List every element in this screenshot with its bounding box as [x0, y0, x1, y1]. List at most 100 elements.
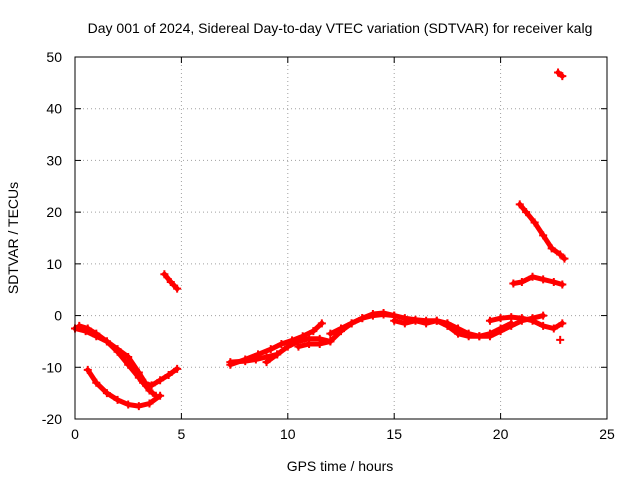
data-point — [226, 358, 235, 367]
data-point — [422, 319, 431, 328]
data-point — [411, 316, 420, 325]
data-point — [273, 350, 282, 359]
data-point — [102, 389, 111, 398]
data-point — [315, 340, 324, 349]
data-point — [522, 208, 531, 217]
y-tick-label: 30 — [46, 152, 62, 168]
data-point — [277, 340, 286, 349]
series-arc-6 — [226, 319, 326, 369]
data-point — [560, 254, 569, 263]
data-point — [368, 310, 377, 319]
data-point — [485, 316, 494, 325]
y-tick-label: 10 — [46, 256, 62, 272]
data-point — [294, 342, 303, 351]
data-point — [379, 308, 388, 317]
series-arc-14 — [509, 272, 567, 289]
data-point — [554, 68, 563, 77]
data-point — [83, 324, 92, 333]
data-point — [164, 371, 173, 380]
data-point — [528, 272, 537, 281]
data-point — [145, 399, 154, 408]
data-point — [262, 358, 271, 367]
plot-area-frame — [74, 56, 608, 420]
series-arc-4 — [139, 364, 182, 390]
data-point — [326, 337, 335, 346]
data-point — [241, 357, 250, 366]
data-point — [539, 231, 548, 240]
data-point — [539, 311, 548, 320]
data-point — [400, 319, 409, 328]
data-point — [549, 277, 558, 286]
x-tick-label: 15 — [386, 426, 402, 442]
data-point — [528, 316, 537, 325]
y-tick-labels: -20 -10 0 10 20 30 40 50 — [42, 49, 62, 427]
x-axis-title: GPS time / hours — [287, 458, 394, 474]
data-point — [147, 381, 156, 390]
data-point — [266, 345, 275, 354]
data-point — [496, 314, 505, 323]
data-point — [347, 319, 356, 328]
data-point — [549, 324, 558, 333]
data-point — [507, 321, 516, 330]
data-point — [283, 342, 292, 351]
data-point — [547, 244, 556, 253]
data-point — [134, 373, 143, 382]
series-arc-15 — [515, 200, 569, 263]
data-point — [475, 332, 484, 341]
data-point — [390, 316, 399, 325]
data-point — [558, 319, 567, 328]
series-arc-3 — [83, 365, 165, 411]
data-point — [509, 279, 518, 288]
data-point — [173, 364, 182, 373]
y-tick-label: 40 — [46, 101, 62, 117]
y-tick-label: 0 — [54, 308, 62, 324]
data-point — [309, 327, 318, 336]
data-point — [539, 321, 548, 330]
x-tick-label: 0 — [71, 426, 79, 442]
data-point — [358, 314, 367, 323]
data-point — [517, 277, 526, 286]
data-point — [305, 340, 314, 349]
series-point-1 — [556, 335, 565, 344]
x-tick-label: 5 — [178, 426, 186, 442]
x-tick-label: 25 — [599, 426, 615, 442]
data-point — [496, 327, 505, 336]
y-tick-label: 20 — [46, 204, 62, 220]
x-tick-label: 10 — [280, 426, 296, 442]
data-point — [160, 270, 169, 279]
data-point — [464, 329, 473, 338]
series-arc-13 — [485, 313, 567, 333]
data-point — [113, 395, 122, 404]
data-point — [443, 319, 452, 328]
data-point — [92, 329, 101, 338]
x-tick-label: 20 — [493, 426, 509, 442]
data-point — [83, 365, 92, 374]
series-arc-16 — [554, 68, 567, 81]
data-point — [558, 72, 567, 81]
data-point — [124, 360, 133, 369]
data-point — [75, 321, 84, 330]
y-axis-title: SDTVAR / TECUs — [5, 182, 21, 294]
data-point — [432, 316, 441, 325]
data-point — [156, 376, 165, 385]
data-point — [139, 378, 148, 387]
data-point — [485, 332, 494, 341]
chart-title: Day 001 of 2024, Sidereal Day-to-day VTE… — [88, 20, 593, 36]
x-tick-labels: 0 5 10 15 20 25 — [71, 426, 615, 442]
data-point — [558, 280, 567, 289]
data-point — [92, 378, 101, 387]
data-point — [251, 355, 260, 364]
data-point — [156, 391, 165, 400]
data-point — [113, 347, 122, 356]
y-tick-label: 50 — [46, 49, 62, 65]
series-arc-5 — [160, 270, 182, 293]
data-point — [166, 277, 175, 286]
data-point — [102, 337, 111, 346]
data-point — [454, 324, 463, 333]
data-point — [326, 329, 335, 338]
data-point — [317, 319, 326, 328]
data-point — [515, 200, 524, 209]
data-point — [124, 352, 133, 361]
grid — [75, 57, 607, 419]
